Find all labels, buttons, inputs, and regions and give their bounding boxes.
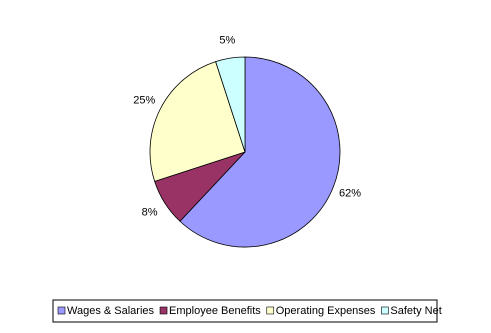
legend-swatch: [57, 306, 66, 315]
pie-slice: [179, 56, 341, 248]
legend-label: Operating Expenses: [276, 305, 376, 317]
legend-label: Safety Net: [390, 305, 441, 317]
data-label: 5%: [219, 34, 235, 46]
data-label: 25%: [133, 95, 155, 107]
legend-box: [52, 299, 438, 323]
data-label: 8%: [142, 206, 158, 218]
legend-swatch: [159, 306, 168, 315]
legend: Wages & Salaries Employee Benefits Operati…: [52, 299, 442, 323]
legend-swatch: [381, 306, 389, 315]
legend-label: Employee Benefits: [169, 305, 261, 317]
pie-slice: [215, 56, 246, 153]
pie-slice: [149, 61, 246, 182]
data-label: 62%: [339, 188, 361, 200]
legend-swatch: [266, 306, 275, 315]
legend-label: Wages & Salaries: [67, 305, 155, 317]
